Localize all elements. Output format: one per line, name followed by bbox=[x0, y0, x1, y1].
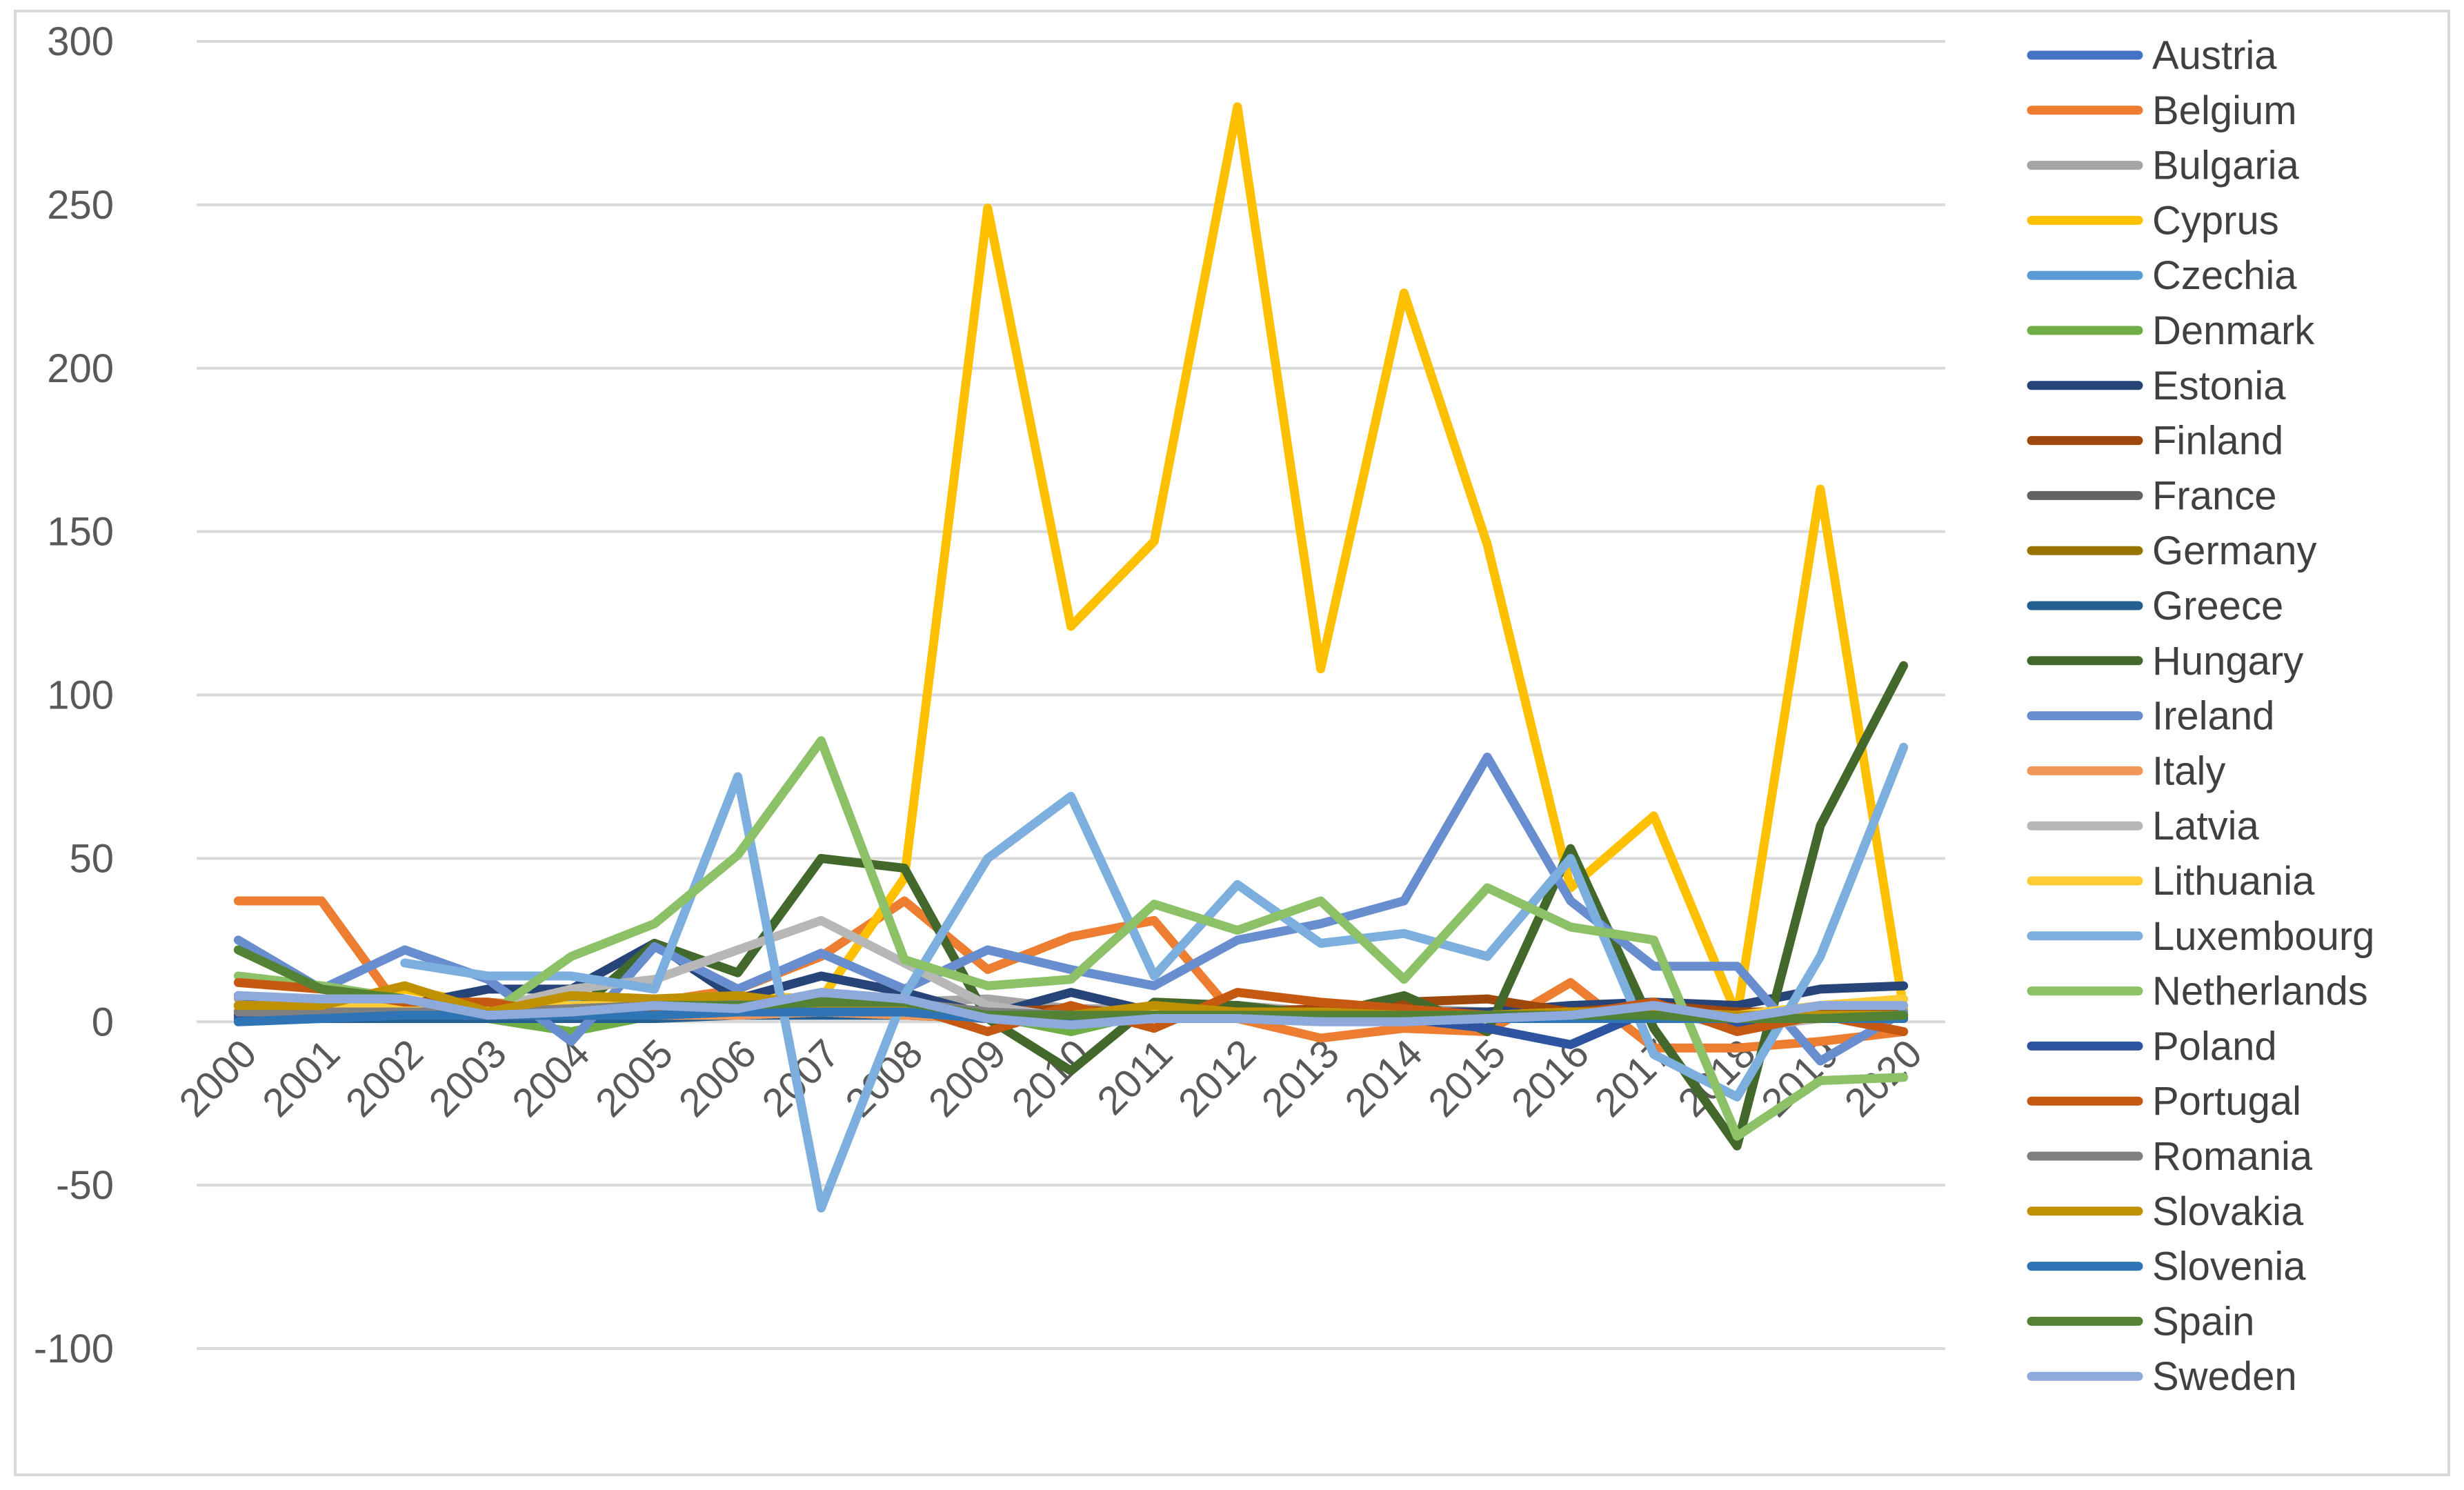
legend-label: Bulgaria bbox=[2152, 143, 2300, 188]
legend-label: Italy bbox=[2152, 748, 2225, 793]
legend-label: Slovenia bbox=[2152, 1244, 2306, 1289]
y-tick-label: 100 bbox=[47, 673, 114, 718]
legend-label: Cyprus bbox=[2152, 198, 2279, 243]
y-tick-label: 200 bbox=[47, 346, 114, 391]
x-tick-label: 2010 bbox=[1003, 1031, 1097, 1125]
legend-label: Estonia bbox=[2152, 364, 2286, 408]
legend-label: Greece bbox=[2152, 584, 2283, 628]
x-tick-label: 2000 bbox=[170, 1031, 265, 1125]
legend-label: Latvia bbox=[2152, 804, 2260, 848]
legend-label: Belgium bbox=[2152, 88, 2297, 133]
legend-label: France bbox=[2152, 473, 2277, 518]
legend-label: Sweden bbox=[2152, 1354, 2297, 1399]
legend-label: Ireland bbox=[2152, 694, 2274, 739]
x-tick-label: 2013 bbox=[1253, 1031, 1348, 1125]
legend-label: Germany bbox=[2152, 528, 2317, 573]
x-tick-label: 2015 bbox=[1420, 1031, 1514, 1125]
legend-label: Portugal bbox=[2152, 1079, 2301, 1124]
x-tick-label: 2002 bbox=[337, 1031, 432, 1125]
y-axis-ticks: 300 250 200 150 100 50 0 -50 -100 bbox=[34, 19, 114, 1371]
y-tick-label: 50 bbox=[69, 836, 114, 881]
y-tick-label: -50 bbox=[56, 1163, 114, 1208]
x-tick-label: 2005 bbox=[587, 1031, 682, 1125]
legend-label: Luxembourg bbox=[2152, 914, 2374, 959]
series-lines bbox=[233, 102, 1909, 1213]
series-line-luxembourg bbox=[400, 742, 1909, 1213]
legend-label: Czechia bbox=[2152, 253, 2297, 298]
legend-label: Romania bbox=[2152, 1134, 2313, 1179]
legend-label: Poland bbox=[2152, 1024, 2277, 1069]
legend-label: Denmark bbox=[2152, 308, 2315, 353]
y-tick-label: 150 bbox=[47, 510, 114, 555]
legend-label: Netherlands bbox=[2152, 969, 2368, 1014]
x-tick-label: 2014 bbox=[1336, 1031, 1431, 1125]
x-tick-label: 2009 bbox=[920, 1031, 1015, 1125]
legend-label: Slovakia bbox=[2152, 1189, 2304, 1234]
x-tick-label: 2006 bbox=[670, 1031, 765, 1125]
y-tick-label: 0 bbox=[92, 1000, 114, 1044]
legend-label: Spain bbox=[2152, 1299, 2254, 1344]
legend-label: Austria bbox=[2152, 33, 2277, 78]
x-tick-label: 2012 bbox=[1170, 1031, 1264, 1125]
x-tick-label: 2001 bbox=[254, 1031, 348, 1125]
series-line-sweden bbox=[233, 988, 1909, 1030]
legend: Austria Belgium Bulgaria Cyprus Czechia Denma… bbox=[2027, 33, 2374, 1399]
series-line-cyprus bbox=[233, 102, 1909, 1020]
legend-label: Finland bbox=[2152, 419, 2283, 464]
x-tick-label: 2003 bbox=[420, 1031, 515, 1125]
gridlines bbox=[197, 40, 1945, 1350]
y-tick-label: 300 bbox=[47, 19, 114, 64]
legend-label: Lithuania bbox=[2152, 859, 2315, 904]
x-tick-label: 2004 bbox=[504, 1031, 598, 1125]
legend-label: Hungary bbox=[2152, 639, 2303, 684]
y-tick-label: -100 bbox=[34, 1327, 114, 1371]
chart-frame bbox=[14, 10, 2450, 1476]
series-line-netherlands bbox=[233, 736, 1909, 1141]
y-tick-label: 250 bbox=[47, 183, 114, 228]
